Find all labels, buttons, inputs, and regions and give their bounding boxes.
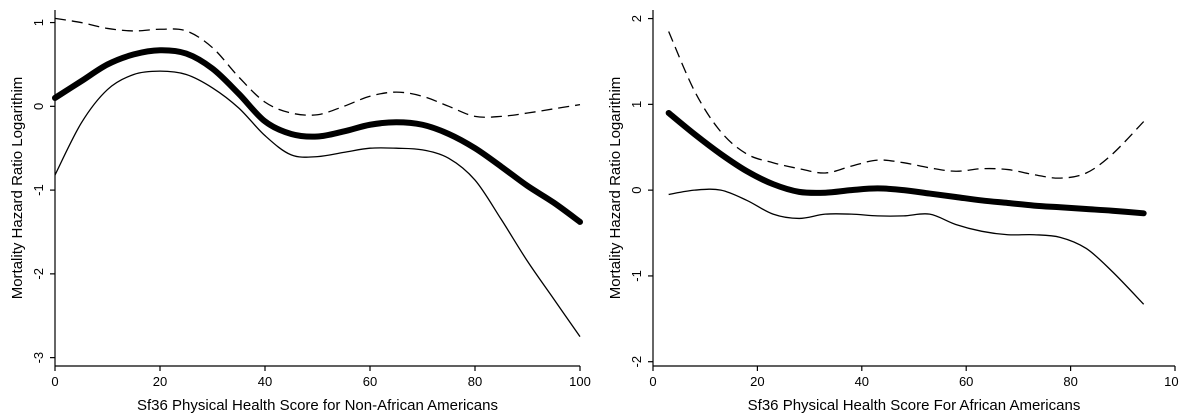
x-tick-label: 20 [153, 374, 167, 389]
chart-panel-1: 0 20 40 60 80 100 1 0 -1 -2 -3 Sf36 Physical Health… [9, 10, 591, 414]
chart-panel-2: 0 20 40 60 80 100 2 1 0 -1 -2 Sf36 Physical Health … [607, 10, 1179, 414]
x-tick-label: 80 [468, 374, 482, 389]
y-tick-label: -2 [31, 268, 46, 280]
y-axis-title: Mortality Hazard Ratio Logarithim [607, 77, 624, 300]
hazard-estimate-line [52, 47, 583, 225]
hazard-estimate-line [665, 109, 1147, 217]
y-tick-label: -3 [31, 352, 46, 364]
upper-confidence-line [54, 17, 581, 118]
y-tick-label: 2 [629, 15, 644, 22]
x-axis-title: Sf36 Physical Health Score For African A… [748, 397, 1081, 414]
y-axis-title: Mortality Hazard Ratio Logarithim [9, 77, 26, 300]
y-tick-label: 0 [31, 103, 46, 110]
lower-confidence-line [668, 188, 1145, 305]
x-axis-title: Sf36 Physical Health Score for Non-Afric… [137, 397, 498, 414]
y-tick-label: -1 [31, 184, 46, 196]
x-tick-label: 60 [959, 374, 973, 389]
y-tick-label: 1 [31, 19, 46, 26]
x-tick-label: 40 [855, 374, 869, 389]
x-tick-label: 20 [750, 374, 764, 389]
upper-confidence-line [668, 31, 1145, 179]
x-tick-label: 100 [569, 374, 591, 389]
x-tick-label: 100 [1164, 374, 1179, 389]
lower-confidence-line [54, 70, 581, 338]
x-tick-label: 40 [258, 374, 272, 389]
y-tick-label: 1 [629, 101, 644, 108]
x-tick-label: 0 [649, 374, 656, 389]
y-tick-label: -2 [629, 356, 644, 368]
x-tick-label: 60 [363, 374, 377, 389]
y-tick-label: -1 [629, 270, 644, 282]
x-tick-label: 80 [1063, 374, 1077, 389]
y-tick-label: 0 [629, 187, 644, 194]
x-tick-label: 0 [51, 374, 58, 389]
